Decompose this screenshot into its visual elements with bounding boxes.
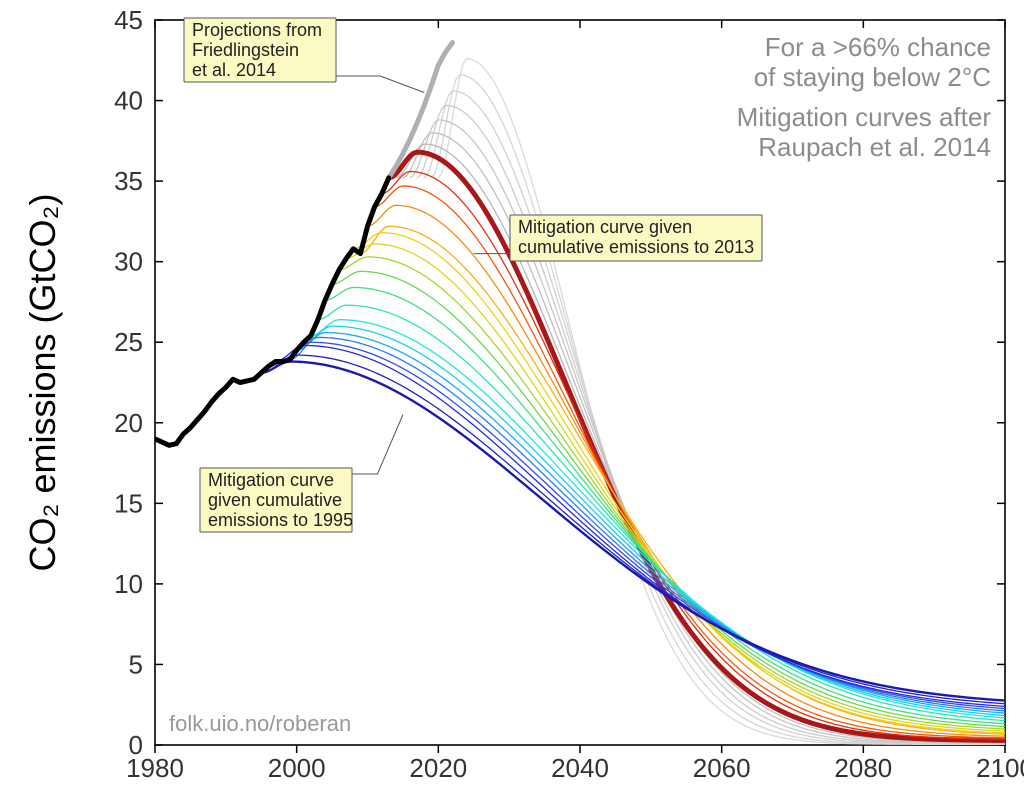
callout-curve2013-line1: cumulative emissions to 2013 (518, 237, 754, 257)
headline1: For a >66% chance (765, 32, 991, 62)
y-tick-label: 30 (114, 247, 143, 277)
y-tick-label: 10 (114, 569, 143, 599)
x-tick-label: 2020 (409, 753, 467, 783)
mitigation-curve-2003 (318, 305, 1005, 720)
y-tick-label: 45 (114, 5, 143, 35)
headline4: Raupach et al. 2014 (758, 132, 991, 162)
x-tick-label: 2100 (976, 753, 1024, 783)
mitigation-curve-2010 (368, 205, 1006, 736)
x-tick-label: 2080 (834, 753, 892, 783)
headline2: of staying below 2°C (754, 62, 991, 92)
callout-projections-leader (336, 76, 424, 93)
historical-line (155, 178, 389, 445)
mitigation-curve-2005 (332, 271, 1005, 726)
mitigation-curve-2006 (339, 257, 1005, 729)
callout-projections-line2: et al. 2014 (192, 60, 276, 80)
y-tick-label: 20 (114, 408, 143, 438)
emissions-chart: 1980200020202040206020802100051015202530… (0, 0, 1024, 794)
callout-curve1995-line1: given cumulative (208, 490, 342, 510)
y-tick-label: 5 (129, 649, 143, 679)
mitigation-curve-2001 (304, 326, 1005, 715)
mitigation-curve-2017 (417, 105, 1005, 743)
headline3: Mitigation curves after (737, 102, 992, 132)
footer-link-text: folk.uio.no/roberan (169, 711, 351, 736)
mitigation-curve-2004 (325, 287, 1005, 723)
y-tick-label: 0 (129, 730, 143, 760)
callout-projections-line0: Projections from (192, 20, 322, 40)
mitigation-curve-1997 (275, 345, 1005, 706)
y-tick-label: 40 (114, 86, 143, 116)
callout-projections-line1: Friedlingstein (192, 40, 299, 60)
x-tick-label: 2040 (551, 753, 609, 783)
mitigation-curve-2002 (311, 320, 1005, 718)
y-axis-label: CO₂ emissions (GtCO₂) (22, 194, 63, 572)
mitigation-curve-2011 (375, 186, 1005, 738)
mitigation-curve-1998 (283, 342, 1006, 708)
callout-curve2013: Mitigation curve givencumulative emissio… (474, 215, 762, 261)
callout-curve2013-line0: Mitigation curve given (518, 217, 692, 237)
y-tick-label: 35 (114, 166, 143, 196)
y-tick-label: 15 (114, 488, 143, 518)
mitigation-curve-2019 (431, 75, 1005, 744)
x-tick-label: 2060 (693, 753, 751, 783)
mitigation-curve-2008 (353, 233, 1005, 733)
callout-curve1995-leader (352, 415, 403, 474)
mitigation-curve-2000 (297, 333, 1005, 714)
callout-curve1995-line2: emissions to 1995 (208, 510, 353, 530)
chart-container: 1980200020202040206020802100051015202530… (0, 0, 1024, 794)
mitigation-curve-1999 (290, 337, 1005, 710)
x-tick-label: 2000 (268, 753, 326, 783)
callout-projections: Projections fromFriedlingsteinet al. 201… (184, 18, 424, 93)
callout-curve1995: Mitigation curvegiven cumulativeemission… (200, 415, 403, 532)
mitigation-curve-2007 (346, 244, 1005, 731)
callout-curve1995-line0: Mitigation curve (208, 470, 334, 490)
y-tick-label: 25 (114, 327, 143, 357)
